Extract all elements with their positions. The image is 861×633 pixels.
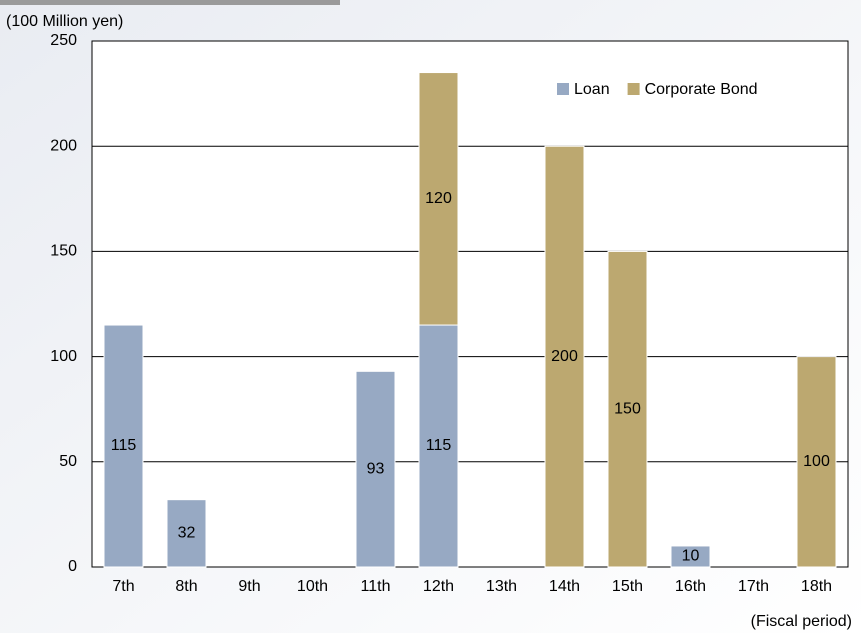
data-label: 32 bbox=[178, 525, 196, 542]
x-tick-label: 11th bbox=[361, 578, 391, 595]
x-tick-label: 15th bbox=[612, 578, 643, 595]
y-axis-title: (100 Million yen) bbox=[6, 13, 123, 30]
x-axis-title: (Fiscal period) bbox=[751, 613, 852, 630]
y-tick-label: 100 bbox=[50, 348, 77, 365]
bar-segment bbox=[355, 370, 396, 568]
data-label: 93 bbox=[367, 460, 385, 477]
data-label: 120 bbox=[425, 190, 452, 207]
data-label: 115 bbox=[111, 437, 137, 454]
x-tick-label: 13th bbox=[486, 578, 517, 595]
x-tick-label: 16th bbox=[675, 578, 706, 595]
legend-swatch bbox=[627, 83, 640, 95]
legend-label: Corporate Bond bbox=[645, 81, 758, 98]
data-label: 200 bbox=[551, 348, 578, 365]
x-tick-label: 10th bbox=[297, 578, 328, 595]
x-tick-label: 9th bbox=[238, 578, 260, 595]
x-tick-label: 12th bbox=[423, 578, 454, 595]
data-label: 10 bbox=[682, 548, 700, 565]
legend-label: Loan bbox=[574, 81, 610, 98]
header-strip bbox=[0, 0, 340, 5]
x-tick-label: 18th bbox=[801, 578, 832, 595]
y-tick-label: 0 bbox=[68, 558, 77, 575]
plot-area bbox=[91, 40, 849, 568]
x-tick-label: 7th bbox=[112, 578, 134, 595]
y-tick-label: 50 bbox=[59, 453, 77, 470]
x-tick-label: 17th bbox=[738, 578, 769, 595]
bar-segment bbox=[796, 356, 837, 568]
bar-segment bbox=[544, 145, 585, 568]
x-tick-label: 8th bbox=[175, 578, 197, 595]
bar-segment bbox=[166, 499, 207, 568]
bar-segment bbox=[670, 545, 711, 568]
y-tick-label: 250 bbox=[50, 32, 77, 49]
data-label: 100 bbox=[803, 453, 830, 470]
data-label: 115 bbox=[426, 437, 452, 454]
x-tick-label: 14th bbox=[549, 578, 580, 595]
bar-segment bbox=[418, 324, 459, 568]
data-label: 150 bbox=[614, 400, 641, 417]
bar-segment bbox=[607, 250, 648, 568]
legend-swatch bbox=[557, 83, 569, 95]
y-tick-label: 200 bbox=[50, 137, 77, 154]
y-tick-label: 150 bbox=[50, 243, 77, 260]
bar-segment bbox=[103, 324, 144, 568]
bar-segment bbox=[418, 72, 459, 326]
